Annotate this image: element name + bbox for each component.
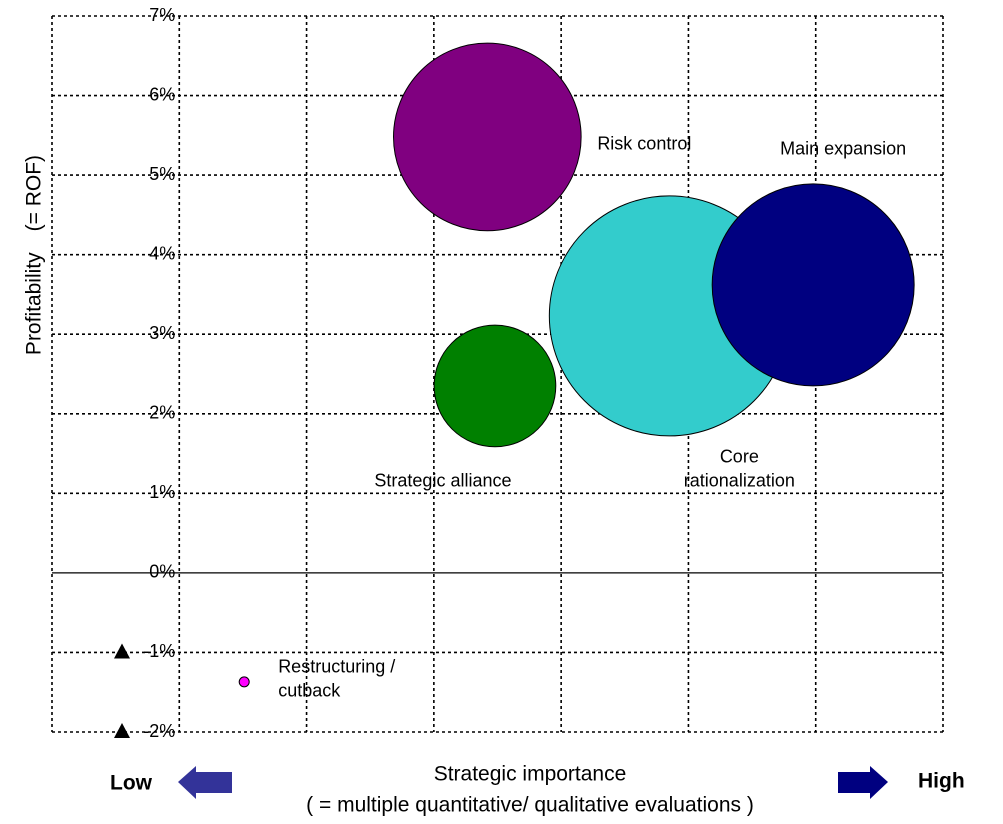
y-axis-title: Profitability (= ROF): [23, 155, 46, 355]
y-tick-label: 6%: [149, 84, 175, 104]
y-tick-label: 1%: [149, 482, 175, 502]
y-tick-label: 3%: [149, 323, 175, 343]
x-axis-subtitle: ( = multiple quantitative/ qualitative e…: [306, 794, 754, 817]
bubble: [238, 676, 250, 688]
y-tick-label: 7%: [149, 5, 175, 25]
low-label: Low: [110, 772, 153, 795]
bubble-label: Restructuring /: [278, 657, 395, 677]
bubble-label: rationalization: [684, 471, 795, 491]
y-tick-label: 5%: [149, 164, 175, 184]
y-tick-label: 2%: [149, 403, 175, 423]
y-tick-label: -2%: [143, 721, 175, 741]
x-axis-title: Strategic importance: [434, 763, 627, 786]
bubble-label: Strategic alliance: [374, 471, 511, 491]
high-arrow: [838, 766, 888, 799]
low-arrow: [178, 766, 232, 799]
tick-marker: [114, 723, 130, 738]
bubble: [433, 324, 557, 448]
bubble-label: cutback: [278, 681, 341, 701]
bubble: [393, 42, 582, 232]
bubble-label: Main expansion: [780, 139, 906, 159]
tick-marker: [114, 643, 130, 659]
y-tick-label: -1%: [143, 641, 175, 661]
bubble: [711, 183, 915, 387]
high-label: High: [918, 770, 965, 793]
y-tick-label: 4%: [149, 243, 175, 263]
bubble-label: Risk control: [597, 134, 691, 154]
bubble-label: Core: [720, 447, 759, 467]
y-tick-label: 0%: [149, 562, 175, 582]
